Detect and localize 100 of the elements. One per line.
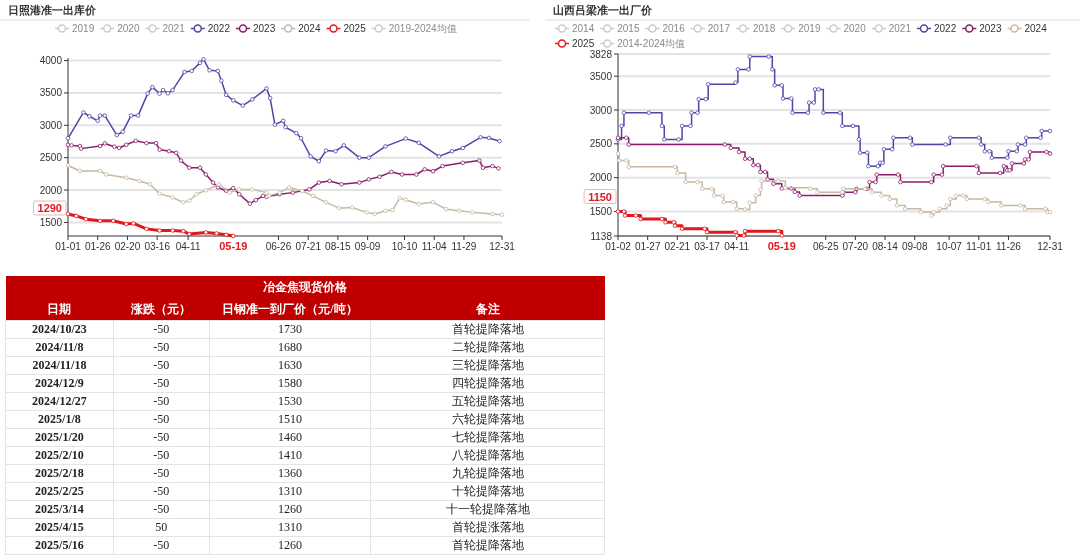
y-tick-label: 3000 bbox=[589, 104, 613, 116]
legend-label: 2019-2024均值 bbox=[388, 23, 457, 34]
text: 五轮提降落地 bbox=[451, 394, 524, 408]
y-tick-label: 2500 bbox=[589, 138, 613, 150]
x-tick-label: 01-27 bbox=[634, 241, 661, 252]
legend-item: 2022 bbox=[190, 23, 230, 34]
legend-item: 2014-2024均值 bbox=[599, 38, 686, 49]
legend-item: 2025 bbox=[325, 23, 366, 34]
text: 日期 bbox=[5, 298, 114, 321]
text: 四轮提降落地 bbox=[451, 376, 524, 390]
legend-item: 2022 bbox=[916, 23, 957, 34]
legend-item: 2014 bbox=[554, 23, 595, 34]
x-tick-label: 10-07 bbox=[936, 241, 963, 252]
text: -50 bbox=[153, 484, 170, 498]
y-tick-label: 3500 bbox=[589, 70, 613, 82]
text: 冶金焦现货价格 bbox=[5, 276, 605, 298]
y-tick-label: 4000 bbox=[39, 55, 63, 67]
legend-label: 2018 bbox=[753, 23, 776, 34]
x-tick-label: 01-02 bbox=[605, 241, 632, 252]
annotation: 05-19 bbox=[216, 239, 251, 252]
text: -50 bbox=[153, 412, 170, 426]
x-tick-label: 09-09 bbox=[354, 241, 381, 252]
legend-item: 2020 bbox=[825, 23, 866, 34]
x-tick-label: 01-01 bbox=[55, 241, 82, 252]
text: 八轮提降落地 bbox=[451, 448, 524, 462]
text: -50 bbox=[153, 448, 170, 462]
category-label: 2025/4/15 bbox=[35, 520, 84, 534]
legend-label: 2025 bbox=[572, 38, 595, 49]
x-tick-label: 02-20 bbox=[114, 241, 141, 252]
y-tick-label: 1500 bbox=[589, 206, 613, 218]
text: 七轮提降落地 bbox=[451, 430, 524, 444]
text: 十一轮提降落地 bbox=[445, 502, 530, 516]
x-tick-label: 11-04 bbox=[421, 241, 448, 252]
legend-item: 2024 bbox=[1006, 23, 1047, 34]
legend-item: 2025 bbox=[554, 38, 595, 49]
text: 50 bbox=[155, 520, 168, 534]
text: -50 bbox=[153, 538, 170, 552]
category-label: 2025/2/25 bbox=[35, 484, 84, 498]
text: -50 bbox=[153, 322, 170, 336]
text: -50 bbox=[153, 376, 170, 390]
y-tick-label: 3828 bbox=[589, 48, 613, 60]
category-label: 2024/12/27 bbox=[32, 394, 87, 408]
text: -50 bbox=[153, 466, 170, 480]
legend-label: 2020 bbox=[843, 23, 867, 34]
legend-item: 2016 bbox=[644, 23, 685, 34]
legend-label: 2021 bbox=[162, 23, 186, 34]
category-label: 2024/12/9 bbox=[35, 376, 84, 390]
x-tick-label: 03-16 bbox=[144, 241, 171, 252]
text: 首轮提降落地 bbox=[451, 322, 524, 336]
legend-label: 2022 bbox=[934, 23, 957, 34]
text: 九轮提降落地 bbox=[451, 466, 524, 480]
text: 二轮提降落地 bbox=[451, 340, 524, 354]
title: 山西吕梁准一出厂价 bbox=[553, 4, 652, 16]
x-tick-label: 07-20 bbox=[842, 241, 869, 252]
x-tick-label: 12-31 bbox=[1037, 241, 1064, 252]
text: 1260 bbox=[278, 502, 302, 516]
category-label: 2025/1/8 bbox=[38, 412, 81, 426]
text: 1460 bbox=[278, 430, 302, 444]
x-tick-label: 11-26 bbox=[996, 241, 1022, 252]
y-tick-label: 2000 bbox=[39, 184, 63, 196]
x-tick-label: 10-10 bbox=[391, 241, 418, 252]
legend-item: 2021 bbox=[144, 23, 185, 34]
annotation: 1150 bbox=[583, 189, 617, 205]
category-label: 2025/1/20 bbox=[35, 430, 84, 444]
annotation: 1290 bbox=[33, 200, 67, 216]
text: 1730 bbox=[278, 322, 302, 336]
legend-label: 2014-2024均值 bbox=[617, 38, 686, 49]
y-tick-label: 1138 bbox=[590, 230, 613, 242]
legend-item: 2017 bbox=[690, 23, 730, 34]
text: 1260 bbox=[278, 538, 302, 552]
text: 1680 bbox=[278, 340, 302, 354]
legend-item: 2021 bbox=[871, 23, 911, 34]
category-label: 涨跌（元） bbox=[113, 298, 210, 321]
category-label: 2024/11/18 bbox=[32, 358, 87, 372]
x-tick-label: 04-11 bbox=[175, 241, 201, 252]
legend-item: 2019-2024均值 bbox=[371, 23, 457, 34]
title: 日照港准一出库价 bbox=[8, 4, 96, 16]
y-tick-label: 3500 bbox=[39, 87, 63, 99]
category-label: 日钢准一到厂价（元/吨） bbox=[209, 298, 371, 321]
text: -50 bbox=[153, 358, 170, 372]
x-tick-label: 12-31 bbox=[489, 241, 516, 252]
text: -50 bbox=[153, 430, 170, 444]
legend-item: 2015 bbox=[599, 23, 640, 34]
text: 1580 bbox=[278, 376, 302, 390]
legend-label: 2021 bbox=[888, 23, 912, 34]
text: 十轮提降落地 bbox=[451, 484, 524, 498]
text: 三轮提降落地 bbox=[451, 358, 524, 372]
legend-item: 2020 bbox=[99, 23, 140, 34]
x-tick-label: 06-25 bbox=[812, 241, 839, 252]
text: 首轮提降落地 bbox=[451, 538, 524, 552]
legend-label: 2017 bbox=[707, 23, 731, 34]
category-label: 备注 bbox=[370, 298, 605, 321]
text: 六轮提降落地 bbox=[451, 412, 524, 426]
legend-label: 2016 bbox=[662, 23, 686, 34]
y-tick-label: 2000 bbox=[589, 172, 613, 184]
x-tick-label: 07-21 bbox=[295, 241, 322, 252]
category-label: 2024/11/8 bbox=[35, 340, 84, 354]
legend-item: 2019 bbox=[780, 23, 821, 34]
legend-label: 2019 bbox=[798, 23, 821, 34]
text: 1630 bbox=[278, 358, 302, 372]
